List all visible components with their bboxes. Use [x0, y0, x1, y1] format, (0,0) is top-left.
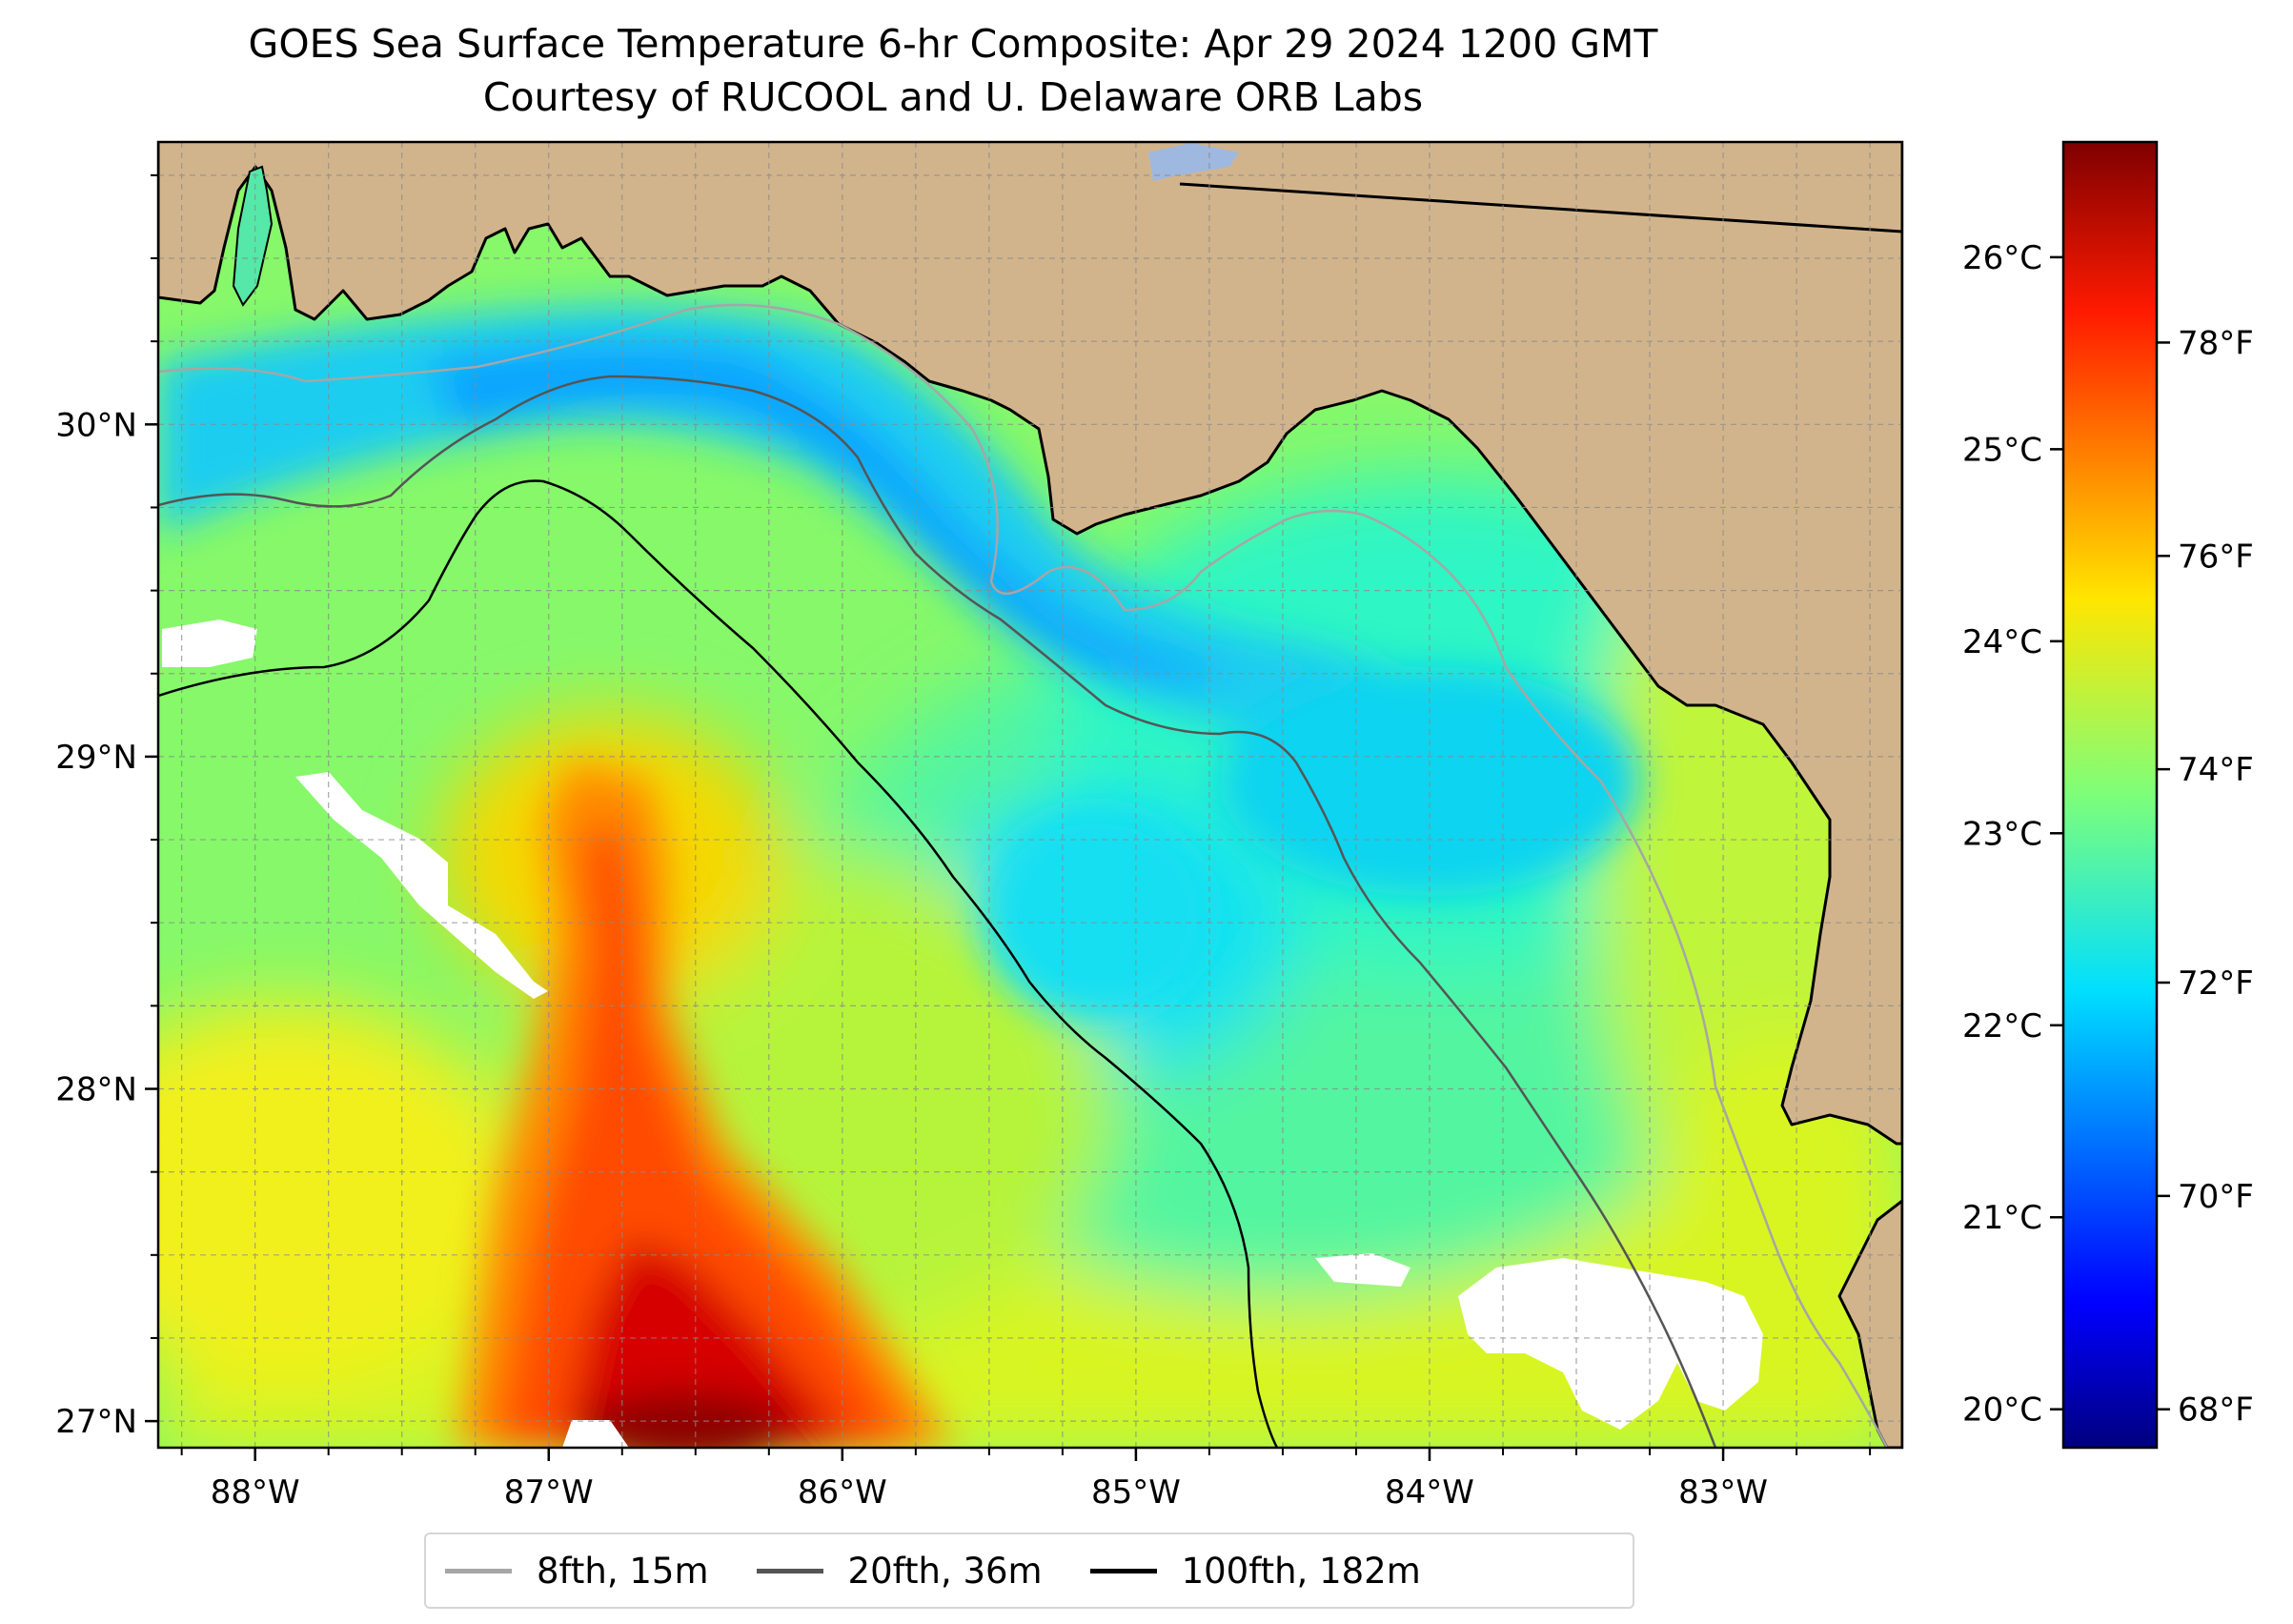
chart-title: GOES Sea Surface Temperature 6-hr Compos…: [248, 21, 1658, 67]
fahrenheit-tick-label: 70°F: [2178, 1178, 2254, 1216]
legend-swatch-20fth: [756, 1568, 823, 1573]
legend-item-8fth: 8fth, 15m: [445, 1551, 709, 1592]
celsius-tick-label: 20°C: [1962, 1391, 2042, 1430]
chart-subtitle: Courtesy of RUCOOL and U. Delaware ORB L…: [482, 74, 1424, 120]
lat-tick-label: 30°N: [55, 406, 137, 444]
colorbar-gradient: [2061, 140, 2159, 1450]
legend-swatch-8fth: [445, 1568, 512, 1573]
no-data-mask: [162, 619, 1763, 1448]
cool-shelf-water: [158, 305, 1639, 1020]
lon-tick-label: 83°W: [1678, 1473, 1768, 1512]
lon-tick-label: 88°W: [211, 1473, 300, 1512]
fahrenheit-tick-label: 76°F: [2178, 538, 2254, 576]
land-northern-coast: [158, 142, 1902, 1146]
fahrenheit-tick-label: 72°F: [2178, 964, 2254, 1003]
celsius-tick-label: 26°C: [1962, 239, 2042, 277]
land-southern-peninsula: [1837, 1199, 1902, 1448]
celsius-tick-label: 24°C: [1962, 623, 2042, 661]
map-frame: [156, 140, 1904, 1450]
legend-label-20fth: 20fth, 36m: [847, 1550, 1043, 1592]
celsius-tick-label: 22°C: [1962, 1007, 2042, 1045]
celsius-tick-label: 21°C: [1962, 1199, 2042, 1237]
map-axes: 88°W 87°W 86°W 85°W 84°W 83°W 27°N 28°N 29°N 30°N: [55, 173, 1872, 1512]
isobath-100fth: [158, 479, 1279, 1448]
inland-water: [232, 143, 1239, 307]
lon-tick-label: 87°W: [504, 1473, 594, 1512]
loop-current-warm-core: [457, 762, 953, 1448]
celsius-tick-label: 23°C: [1962, 815, 2042, 853]
lat-tick-label: 29°N: [55, 739, 137, 777]
colorbar-ticks: 20°C 21°C 22°C 23°C 24°C 25°C 26°C 68°F 70°F 72°F…: [1962, 239, 2254, 1430]
legend-swatch-100fth: [1089, 1568, 1157, 1573]
fahrenheit-tick-label: 74°F: [2178, 751, 2254, 789]
legend: 8fth, 15m 20fth, 36m 100fth, 182m: [424, 1533, 1634, 1609]
fahrenheit-tick-label: 68°F: [2178, 1391, 2254, 1430]
land: [158, 142, 1902, 1448]
lon-tick-label: 86°W: [798, 1473, 887, 1512]
isobath-8fth: [158, 303, 1889, 1448]
legend-item-20fth: 20fth, 36m: [756, 1550, 1043, 1592]
lon-tick-label: 84°W: [1385, 1473, 1474, 1512]
lat-tick-label: 27°N: [55, 1403, 137, 1441]
celsius-tick-label: 25°C: [1962, 431, 2042, 469]
colorbar: 20°C 21°C 22°C 23°C 24°C 25°C 26°C 68°F 70°F 72°F…: [1962, 140, 2254, 1450]
legend-item-100fth: 100fth, 182m: [1089, 1550, 1421, 1592]
graticule: [158, 142, 1902, 1448]
legend-label-8fth: 8fth, 15m: [537, 1550, 709, 1592]
legend-label-100fth: 100fth, 182m: [1181, 1550, 1421, 1592]
isobath-20fth: [158, 375, 1717, 1448]
lat-tick-label: 28°N: [55, 1071, 137, 1109]
state-boundary: [1179, 182, 1902, 233]
lon-tick-label: 85°W: [1091, 1473, 1181, 1512]
fahrenheit-tick-label: 78°F: [2178, 324, 2254, 362]
map-panel: [158, 142, 1902, 1448]
